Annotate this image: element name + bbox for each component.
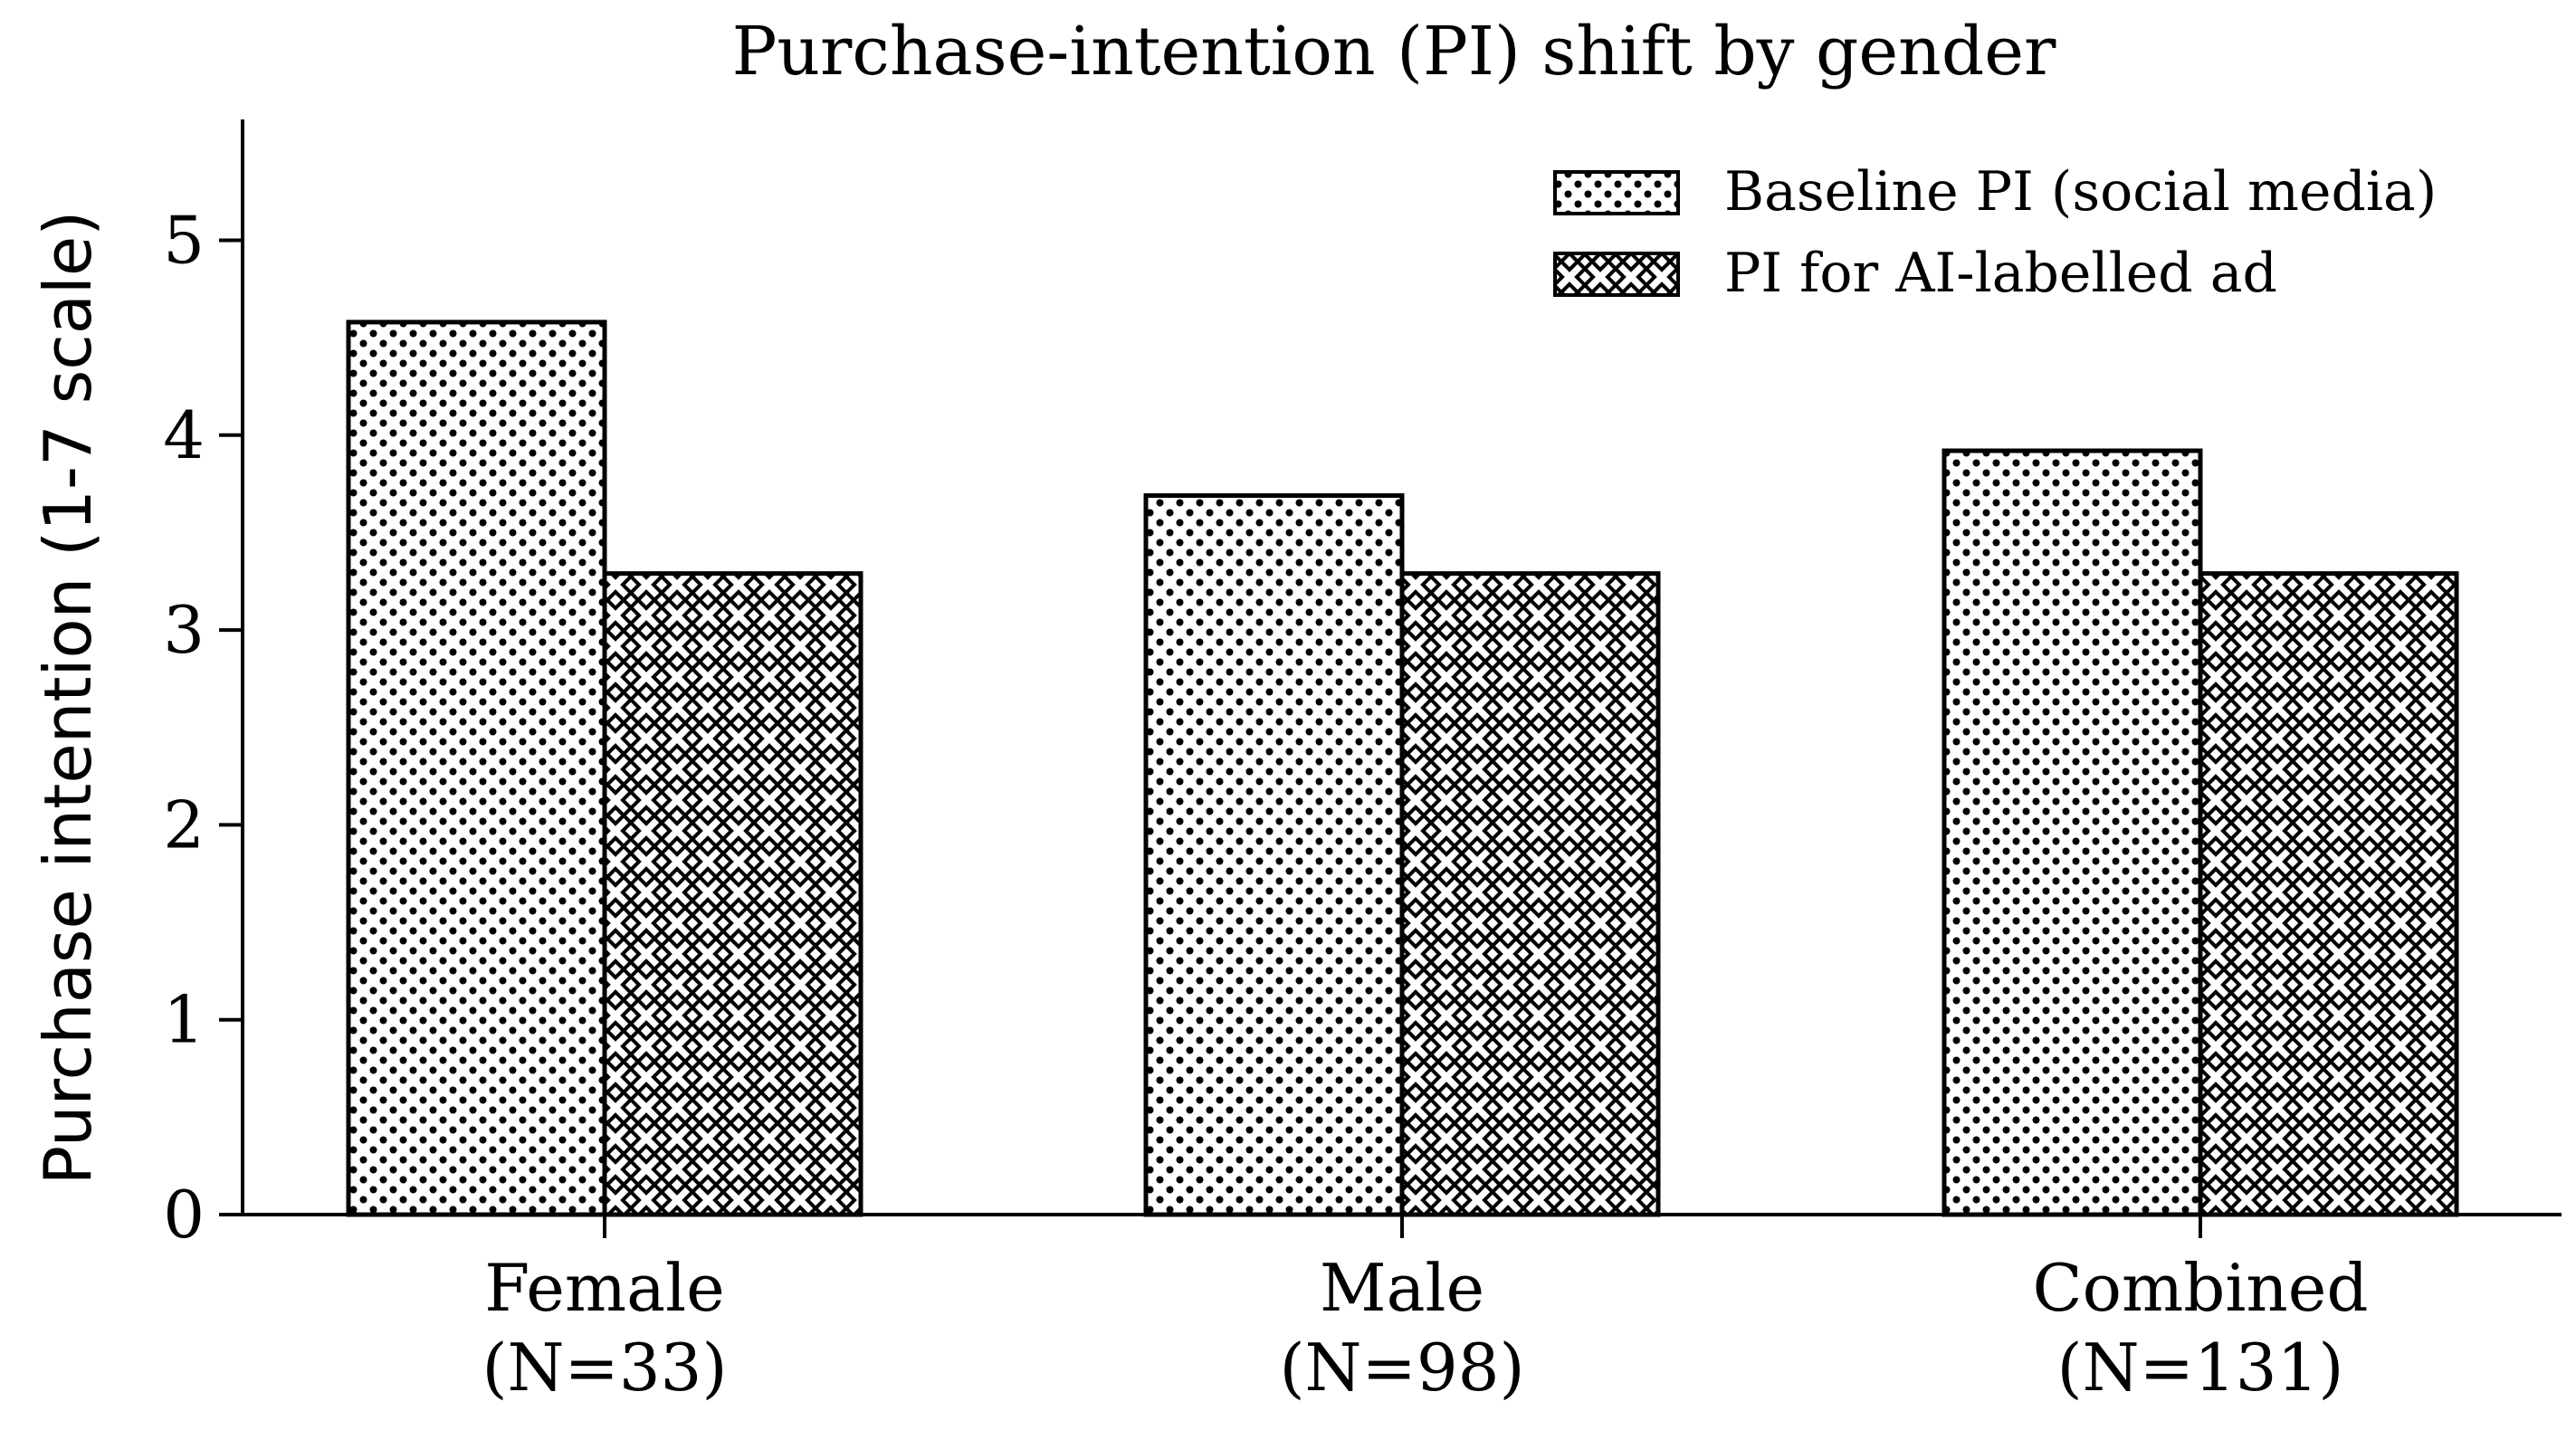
x-tick-label: Male xyxy=(1320,1250,1484,1326)
legend-label-baseline: Baseline PI (social media) xyxy=(1724,160,2437,224)
bar-ai-labelled-combined xyxy=(2198,571,2459,1217)
y-tick-label: 3 xyxy=(163,592,205,668)
x-axis-ticks: Female(N=33) Male(N=98) Combined(N=131) xyxy=(482,1215,2368,1406)
bars-group xyxy=(346,319,2459,1217)
bar-baseline-male xyxy=(1143,493,1405,1217)
y-tick-label: 5 xyxy=(163,203,205,279)
bar-ai-labelled-female xyxy=(602,571,863,1217)
y-axis-label: Purchase intention (1-7 scale) xyxy=(30,211,106,1186)
x-tick-label: Female xyxy=(484,1250,724,1326)
y-tick-label: 1 xyxy=(163,982,205,1058)
y-tick-label: 2 xyxy=(163,786,205,863)
y-tick-label: 0 xyxy=(163,1177,205,1253)
y-tick-label: 4 xyxy=(163,397,205,473)
x-tick-sublabel: (N=33) xyxy=(482,1330,727,1406)
x-tick-sublabel: (N=98) xyxy=(1279,1330,1524,1406)
bar-baseline-combined xyxy=(1942,448,2203,1217)
y-axis-ticks: 0 1 2 3 4 5 xyxy=(163,203,243,1253)
chart-title: Purchase-intention (PI) shift by gender xyxy=(732,13,2056,91)
legend-swatch-ai-labelled xyxy=(1553,252,1680,297)
bar-ai-labelled-male xyxy=(1399,571,1661,1217)
bar-baseline-female xyxy=(346,319,607,1217)
x-tick-label: Combined xyxy=(2033,1250,2369,1326)
legend-swatch-baseline xyxy=(1553,170,1680,215)
x-tick-sublabel: (N=131) xyxy=(2057,1330,2344,1406)
legend: Baseline PI (social media) PI for AI-lab… xyxy=(1553,160,2437,305)
legend-label-ai-labelled: PI for AI-labelled ad xyxy=(1724,242,2277,305)
